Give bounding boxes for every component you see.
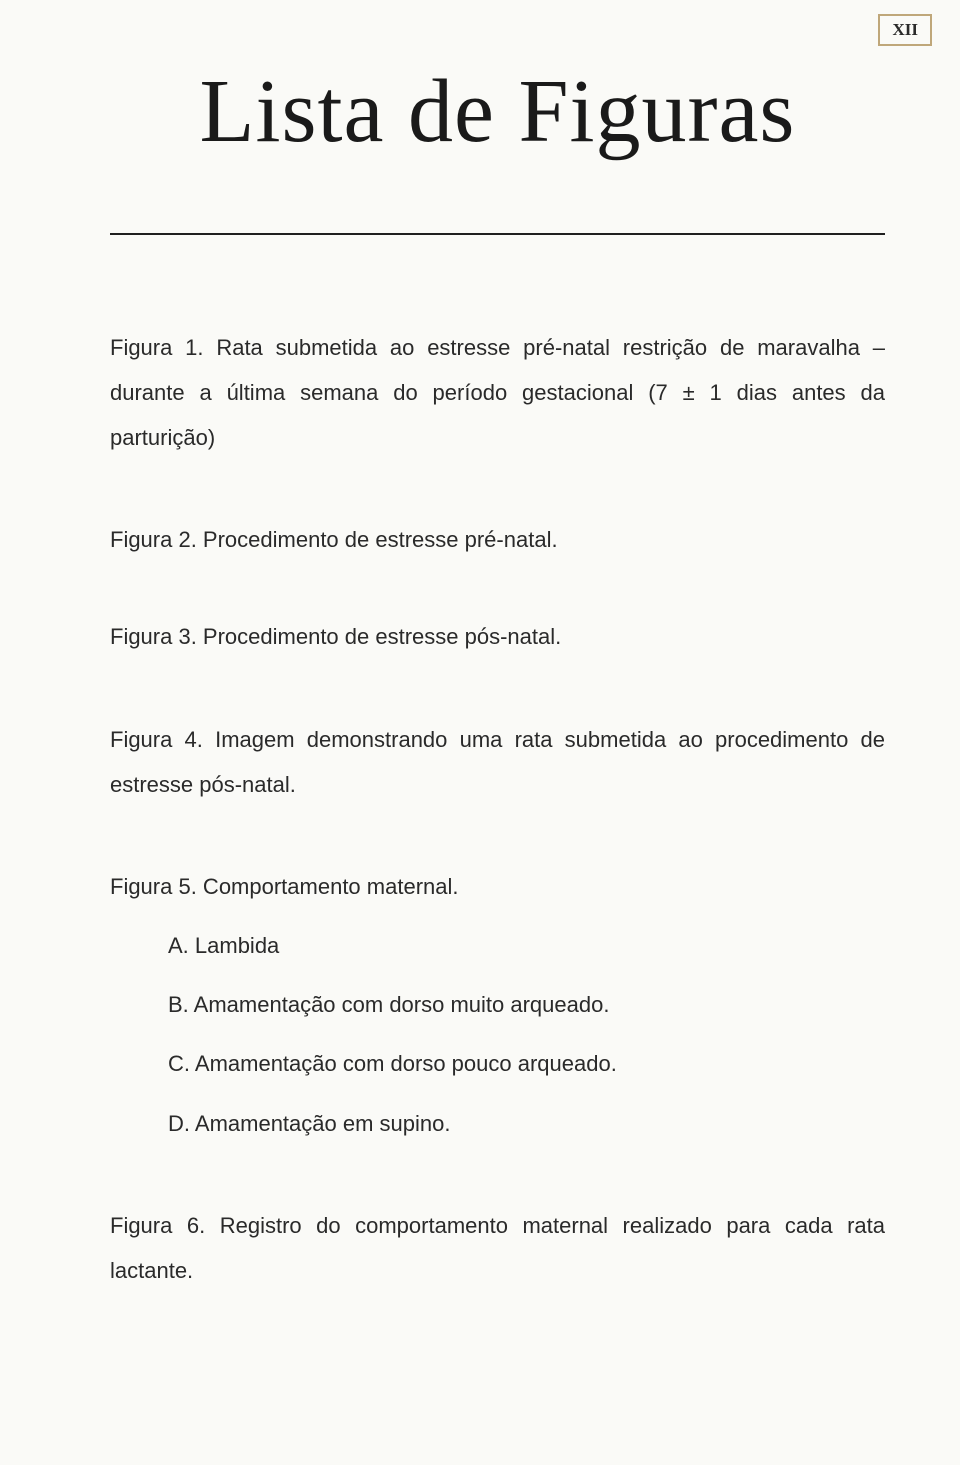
page-number: XII — [892, 20, 918, 39]
figure-5-sublist: A. Lambida B. Amamentação com dorso muit… — [110, 928, 885, 1141]
figure-entry-5: Figura 5. Comportamento maternal. A. Lam… — [110, 869, 885, 1141]
figure-entry-2: Figura 2. Procedimento de estresse pré-n… — [110, 522, 885, 557]
figure-5-item-b: B. Amamentação com dorso muito arqueado. — [168, 987, 885, 1022]
title-divider — [110, 233, 885, 235]
figure-5-item-c: C. Amamentação com dorso pouco arqueado. — [168, 1046, 885, 1081]
figure-entry-3: Figura 3. Procedimento de estresse pós-n… — [110, 619, 885, 654]
figure-entry-1: Figura 1. Rata submetida ao estresse pré… — [110, 325, 885, 460]
figure-5-item-a: A. Lambida — [168, 928, 885, 963]
figure-5-item-d: D. Amamentação em supino. — [168, 1106, 885, 1141]
figure-entry-6: Figura 6. Registro do comportamento mate… — [110, 1203, 885, 1293]
figure-entry-4: Figura 4. Imagem demonstrando uma rata s… — [110, 717, 885, 807]
page-content: Lista de Figuras Figura 1. Rata submetid… — [110, 60, 885, 1355]
page-title: Lista de Figuras — [110, 60, 885, 163]
page-number-badge: XII — [878, 14, 932, 46]
figure-entry-5-head: Figura 5. Comportamento maternal. — [110, 874, 459, 899]
